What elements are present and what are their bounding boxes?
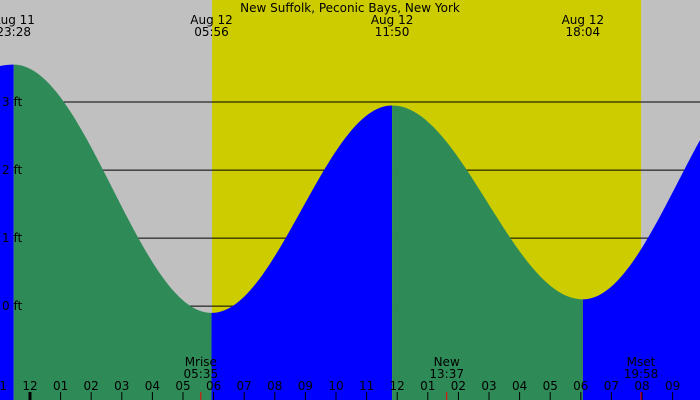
tide-time: 11:50 (375, 25, 410, 39)
x-tick-label: 12 (390, 379, 405, 393)
tide-time: 23:28 (0, 25, 31, 39)
x-tick-label: 07 (604, 379, 619, 393)
falling-tide (13, 64, 212, 400)
tide-date: Aug 12 (371, 13, 414, 27)
y-tick-label: 3 ft (2, 95, 22, 109)
x-tick-label: 05 (543, 379, 558, 393)
x-tick-label: 02 (451, 379, 466, 393)
tide-time: 05:56 (194, 25, 229, 39)
x-tick-label: 09 (298, 379, 313, 393)
x-tick-label: 11 (0, 379, 7, 393)
x-tick-label: 01 (420, 379, 435, 393)
x-tick-label: 08 (634, 379, 649, 393)
moon-event-time: 19:58 (624, 367, 659, 381)
x-tick-label: 06 (573, 379, 588, 393)
rising-tide (211, 105, 393, 400)
y-tick-label: 1 ft (2, 231, 22, 245)
rising-tide (582, 140, 700, 400)
moon-event-label: Mrise (185, 355, 217, 369)
x-tick-label: 01 (53, 379, 68, 393)
x-tick-label: 08 (267, 379, 282, 393)
x-tick-label: 06 (206, 379, 221, 393)
x-tick-label: 07 (237, 379, 252, 393)
x-tick-label: 10 (328, 379, 343, 393)
x-tick-label: 11 (359, 379, 374, 393)
x-tick-label: 02 (84, 379, 99, 393)
moon-event-label: New (434, 355, 460, 369)
moon-event-time: 05:35 (184, 367, 219, 381)
x-tick-label: 04 (145, 379, 160, 393)
x-tick-label: 03 (114, 379, 129, 393)
y-tick-label: 2 ft (2, 163, 22, 177)
tide-date: Aug 12 (562, 13, 605, 27)
y-tick-label: 0 ft (2, 299, 22, 313)
x-tick-label: 04 (512, 379, 527, 393)
x-tick-label: 12 (22, 379, 37, 393)
rising-tide (0, 64, 14, 400)
chart-title: New Suffolk, Peconic Bays, New York (240, 1, 460, 15)
falling-tide (392, 105, 583, 400)
tide-date: Aug 12 (190, 13, 233, 27)
moon-event-time: 13:37 (429, 367, 464, 381)
x-tick-label: 05 (175, 379, 190, 393)
x-tick-label: 03 (481, 379, 496, 393)
tide-time: 18:04 (566, 25, 601, 39)
moon-event-label: Mset (627, 355, 656, 369)
x-tick-label: 09 (665, 379, 680, 393)
tide-date: Aug 11 (0, 13, 35, 27)
